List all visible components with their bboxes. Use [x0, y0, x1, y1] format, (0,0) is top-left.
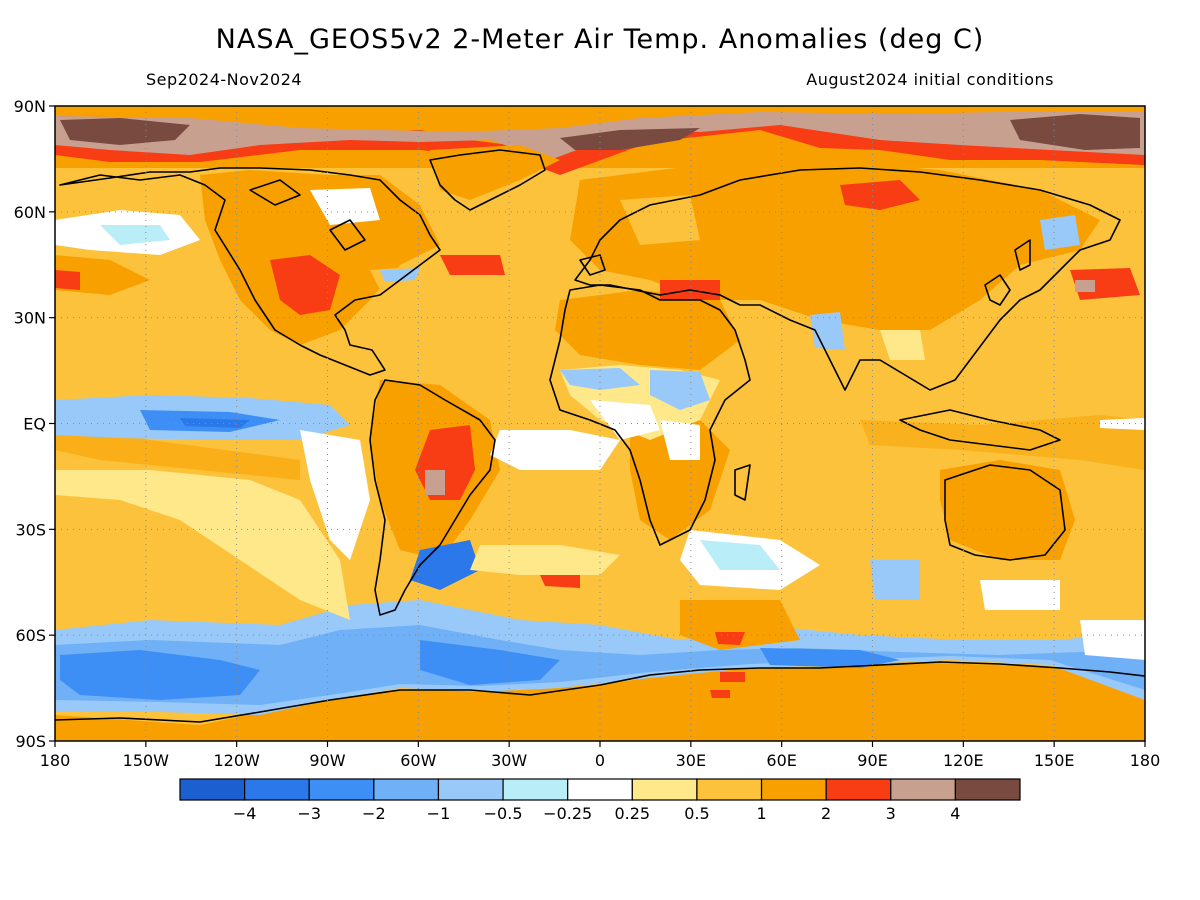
lat-tick-label: EQ — [23, 415, 46, 434]
lon-tick-label: 30E — [676, 751, 706, 770]
colorbar-label: −4 — [233, 804, 257, 823]
colorbar-swatch — [696, 778, 763, 801]
colorbar-label: −0.25 — [543, 804, 592, 823]
lon-tick-label: 60W — [400, 751, 436, 770]
colorbar-label: 0.25 — [614, 804, 650, 823]
lat-tick-label: 60N — [14, 203, 46, 222]
lon-tick-label: 120E — [943, 751, 984, 770]
colorbar-swatch — [179, 778, 246, 801]
lat-tick-label: 60S — [15, 626, 46, 645]
colorbar-label: −1 — [427, 804, 451, 823]
lon-tick-label: 0 — [595, 751, 605, 770]
lon-tick-label: 90E — [857, 751, 887, 770]
colorbar-swatch — [308, 778, 375, 801]
colorbar-swatch — [954, 778, 1021, 801]
lat-tick-label: 90N — [14, 97, 46, 116]
colorbar-swatch — [890, 778, 956, 801]
lon-tick-label: 90W — [309, 751, 345, 770]
colorbar-label: −2 — [362, 804, 386, 823]
colorbar-swatch — [437, 778, 504, 801]
lon-tick-label: 120W — [213, 751, 260, 770]
colorbar-label: 0.5 — [684, 804, 709, 823]
colorbar-label: −3 — [297, 804, 321, 823]
colorbar-label: 2 — [821, 804, 831, 823]
colorbar: −4 −3 −2 −1 −0.5 −0.25 0.25 0.5 1 2 3 4 — [179, 778, 1021, 823]
colorbar-label: 4 — [950, 804, 960, 823]
lat-tick-label: 90S — [15, 732, 46, 751]
lon-tick-label: 150W — [123, 751, 170, 770]
map-title: NASA_GEOS5v2 2-Meter Air Temp. Anomalies… — [215, 24, 985, 55]
colorbar-swatch — [373, 778, 440, 801]
lon-tick-label: 150E — [1034, 751, 1075, 770]
colorbar-label: 3 — [886, 804, 896, 823]
lon-tick-label: 60E — [766, 751, 796, 770]
initial-conditions: August2024 initial conditions — [806, 70, 1054, 89]
forecast-period: Sep2024-Nov2024 — [146, 70, 303, 89]
colorbar-label: −0.5 — [484, 804, 523, 823]
lat-tick-label: 30N — [14, 309, 46, 328]
lon-tick-label: 180 — [1130, 751, 1161, 770]
colorbar-swatch — [502, 778, 569, 801]
colorbar-swatch — [567, 778, 633, 801]
colorbar-label: 1 — [756, 804, 766, 823]
colorbar-swatch — [825, 778, 892, 801]
colorbar-swatch — [244, 778, 310, 801]
lon-tick-label: 30W — [491, 751, 527, 770]
coastlines — [55, 149, 1145, 723]
colorbar-swatch — [760, 778, 827, 801]
lon-tick-label: 180 — [40, 751, 71, 770]
colorbar-swatch — [631, 778, 698, 801]
lat-tick-label: 30S — [15, 520, 46, 539]
